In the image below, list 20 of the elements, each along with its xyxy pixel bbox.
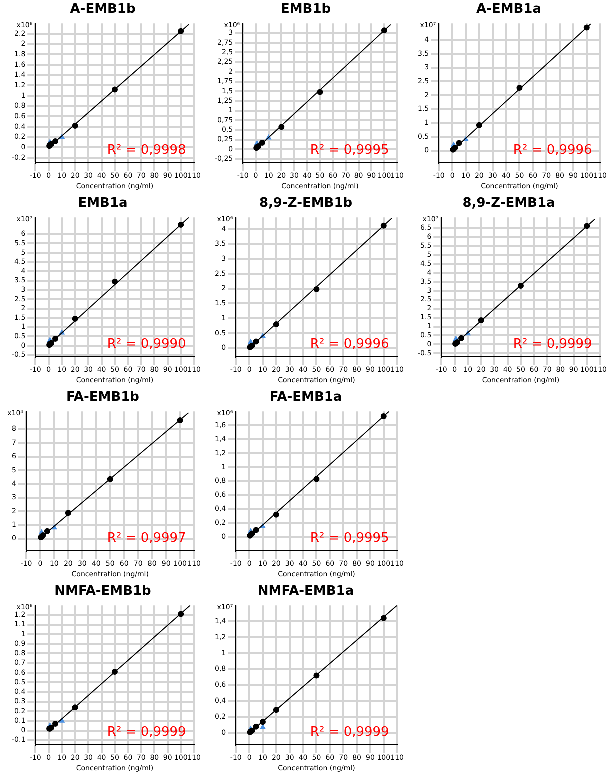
chart-title: EMB1a: [78, 196, 128, 212]
chart-title: 8,9-Z-EMB1a: [462, 196, 556, 212]
annotation: R² = 0,9996: [513, 143, 592, 158]
chart-title: 8,9-Z-EMB1b: [259, 196, 353, 212]
chart-title: NMFA-EMB1b: [54, 584, 152, 600]
chart-title: FA-EMB1b: [66, 390, 140, 406]
annotation: R² = 0,9997: [107, 531, 186, 546]
annotation: R² = 0,9995: [310, 143, 390, 158]
chart-title: A-EMB1b: [70, 2, 136, 18]
chart-title: A-EMB1a: [476, 2, 542, 18]
annotation: R² = 0,9990: [107, 337, 186, 352]
chart-title: EMB1b: [280, 2, 332, 18]
chart-title: FA-EMB1a: [270, 390, 342, 406]
annotation: R² = 0,9998: [107, 143, 186, 158]
annotation: R² = 0,9999: [107, 725, 186, 740]
annotation: R² = 0,9999: [513, 337, 592, 352]
annotation: R² = 0,9996: [310, 337, 390, 352]
chart-title: NMFA-EMB1a: [258, 584, 354, 600]
annotation: R² = 0,9999: [310, 725, 390, 740]
annotation: R² = 0,9995: [310, 531, 390, 546]
